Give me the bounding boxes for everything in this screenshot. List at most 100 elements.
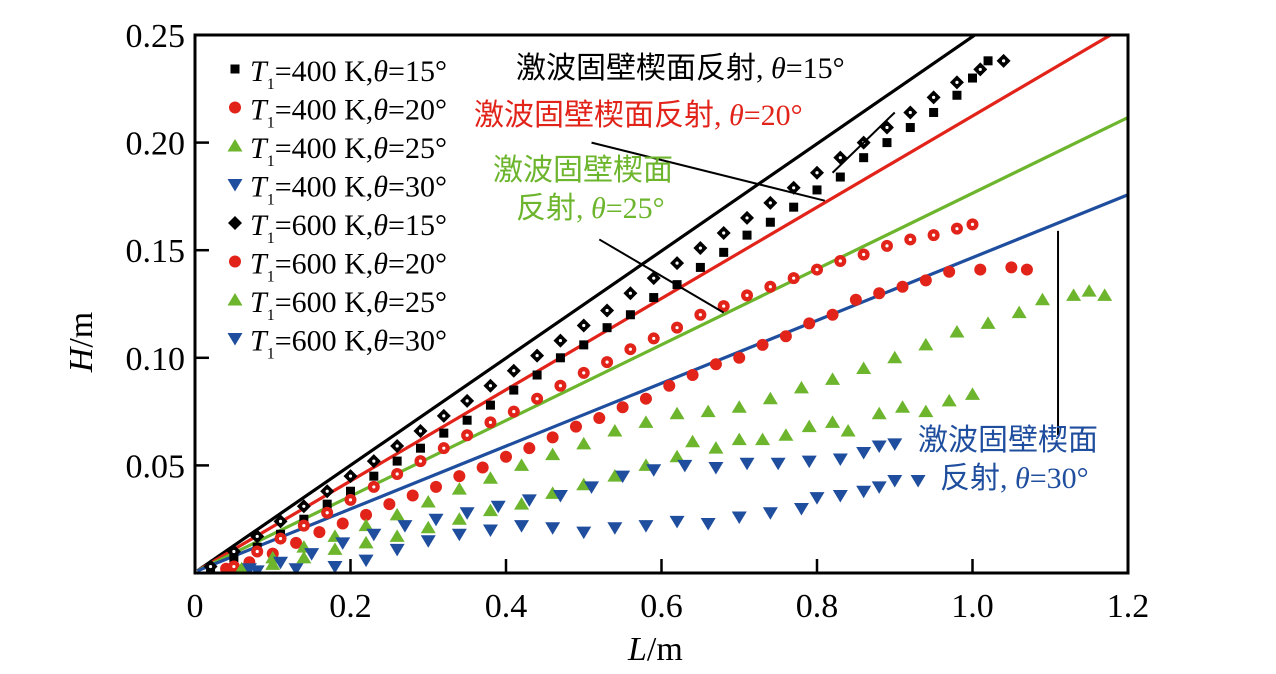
axis-ticks: 0 0.2 0.4 0.6 0.8 1.0 1.2 0.05 0.10 0.15 0.20 0.25 [126,18,1150,625]
x-tick-label: 1.2 [1107,588,1150,625]
data-point-center [675,261,679,265]
data-point-center [652,336,656,341]
legend-subscript: 1 [267,115,275,132]
data-point [358,535,374,549]
data-point [983,56,993,66]
data-point-center [582,371,586,375]
legend-var: T [250,55,269,88]
series-T600-theta30 [241,438,903,573]
data-point [420,494,436,508]
legend-temp: =600 K, [275,209,374,242]
data-point [514,458,530,471]
annotation-angle: =20° [744,99,803,132]
annotation-theta: θ [771,52,786,85]
data-point [593,412,606,425]
data-point [856,361,872,375]
data-point [299,514,309,524]
data-point-center [442,446,446,450]
data-point-center [745,216,749,220]
legend-temp: =400 K, [275,171,374,204]
data-point [523,442,536,455]
data-point-center [792,186,796,190]
reference-line-theta-25 [196,115,1128,573]
data-point [918,404,934,418]
annotation-theta: θ [729,99,744,132]
data-point-center [955,80,959,84]
data-point [941,393,957,407]
data-point [943,265,956,278]
data-point [949,324,965,338]
data-point-center [488,384,493,388]
legend-label: T1=600 K,θ=15° [250,209,447,247]
y-tick-label: 0.10 [126,341,186,378]
data-point-center [792,276,796,280]
legend-item: T1=400 K,θ=30° [227,171,447,209]
data-point [545,522,561,535]
legend-temp: =600 K, [275,325,374,358]
data-point-center [278,536,283,541]
series-T600-theta20 [227,218,979,573]
data-point [607,522,623,535]
data-point-center [255,549,259,554]
legend-angle: =20° [388,94,447,127]
legend-item: T1=600 K,θ=25° [227,286,447,324]
annotation-theta-25-line1: 激波固壁楔面 [493,154,673,187]
legend-theta: θ [373,55,388,88]
data-point [856,485,872,499]
data-point [871,481,887,494]
data-point [514,497,530,510]
data-point-center [885,125,889,130]
x-tick-label: 1.0 [951,588,994,625]
annotation-text: 反射, [940,462,1015,495]
legend-theta: θ [373,209,388,242]
data-point-center [908,237,912,242]
data-point [695,262,705,272]
data-point [896,280,909,293]
series-T600-theta15 [203,53,1011,573]
data-point [397,520,413,533]
data-point [739,457,755,471]
data-point [974,263,987,276]
annotation-text: 激波固壁楔面反射, [474,99,729,132]
data-point [793,380,809,394]
data-point-center [512,410,516,414]
data-point [451,482,467,495]
y-tick-label: 0.15 [126,233,186,270]
data-point-center [582,323,586,328]
data-point [638,520,654,533]
legend-angle: =20° [388,248,447,281]
data-point-center [885,244,889,248]
data-point [313,526,326,539]
data-point [731,432,747,446]
y-tick-label: 0.05 [126,448,186,485]
legend-label: T1=400 K,θ=30° [250,171,447,209]
data-point [451,512,467,525]
data-point-center [698,246,702,250]
data-point [965,387,980,400]
data-point [389,529,405,542]
data-point [952,90,962,100]
data-point [1081,284,1097,297]
data-point [451,528,467,542]
data-point [871,406,887,420]
data-point-center [302,504,306,508]
data-point [762,391,778,405]
legend-theta: θ [373,171,388,204]
legend-marker [230,64,240,74]
data-point-center [745,293,749,297]
data-point [873,287,886,300]
data-point-center [978,67,982,72]
data-point [719,247,729,257]
data-point [700,518,716,531]
data-point-center [418,429,423,433]
legend-theta: θ [373,286,388,319]
legend-angle: =30° [388,325,447,358]
data-point [832,490,848,503]
legend-var: T [250,286,269,319]
data-point [532,370,542,380]
data-point [366,528,382,542]
data-point-center [1002,59,1006,63]
data-point [288,563,304,573]
legend-label: T1=400 K,θ=15° [250,55,447,93]
data-point [793,502,809,516]
